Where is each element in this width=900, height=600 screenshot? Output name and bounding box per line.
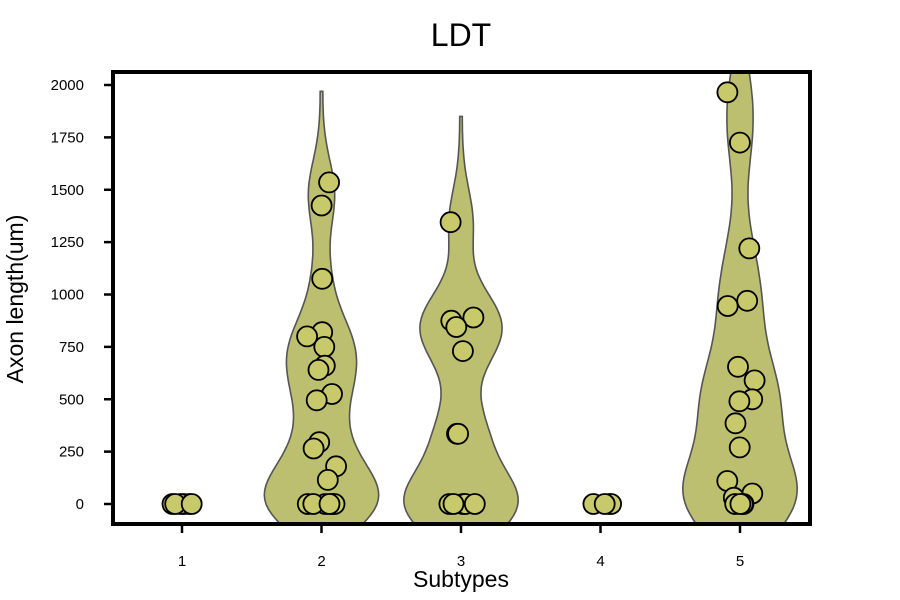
data-point — [743, 369, 766, 392]
x-tick-label: 1 — [178, 553, 186, 570]
data-point — [305, 389, 328, 412]
data-point — [316, 468, 339, 491]
data-point — [593, 493, 616, 515]
data-point — [307, 358, 330, 381]
y-axis-label: Axon length(um) — [2, 215, 28, 384]
x-tick-label: 2 — [317, 553, 325, 570]
data-point — [716, 295, 739, 317]
y-tick-label: 1750 — [51, 129, 84, 146]
data-point — [311, 267, 334, 290]
data-point — [318, 493, 341, 515]
x-tick-label: 3 — [457, 553, 465, 570]
violin-category-2 — [263, 90, 380, 524]
y-tick-label: 1250 — [51, 234, 84, 251]
data-point — [447, 422, 470, 445]
data-point — [310, 194, 333, 217]
data-point — [463, 493, 486, 515]
data-point — [736, 289, 759, 312]
data-point — [439, 211, 462, 234]
data-point — [729, 131, 751, 154]
y-tick-label: 750 — [59, 339, 84, 356]
data-point — [445, 316, 468, 338]
points-layer — [161, 81, 766, 515]
x-tick-label: 4 — [596, 553, 604, 570]
x-axis-ticks: 1 2 3 4 5 — [178, 524, 744, 570]
data-point — [729, 493, 752, 515]
x-tick-label: 5 — [736, 553, 744, 570]
y-tick-label: 0 — [76, 496, 84, 513]
data-point — [302, 437, 325, 460]
x-axis-label: Subtypes — [413, 566, 509, 592]
data-point — [738, 237, 761, 260]
data-point — [296, 325, 319, 348]
data-point — [180, 493, 203, 515]
data-point — [451, 340, 474, 363]
data-point — [442, 493, 465, 515]
y-tick-label: 2000 — [51, 77, 84, 94]
y-tick-label: 1000 — [51, 287, 84, 304]
data-point — [716, 81, 739, 104]
data-point — [728, 390, 751, 413]
data-point — [313, 335, 336, 358]
y-tick-label: 500 — [59, 391, 84, 408]
data-point — [724, 412, 747, 435]
y-axis-ticks: 0 250 500 750 1000 1250 1500 1750 2000 — [51, 77, 113, 513]
chart-title: LDT — [431, 17, 491, 53]
y-tick-label: 1500 — [51, 182, 84, 199]
data-point — [318, 171, 341, 194]
data-point — [462, 306, 485, 329]
data-point — [727, 355, 749, 378]
data-point — [728, 436, 751, 459]
y-tick-label: 250 — [59, 444, 84, 461]
